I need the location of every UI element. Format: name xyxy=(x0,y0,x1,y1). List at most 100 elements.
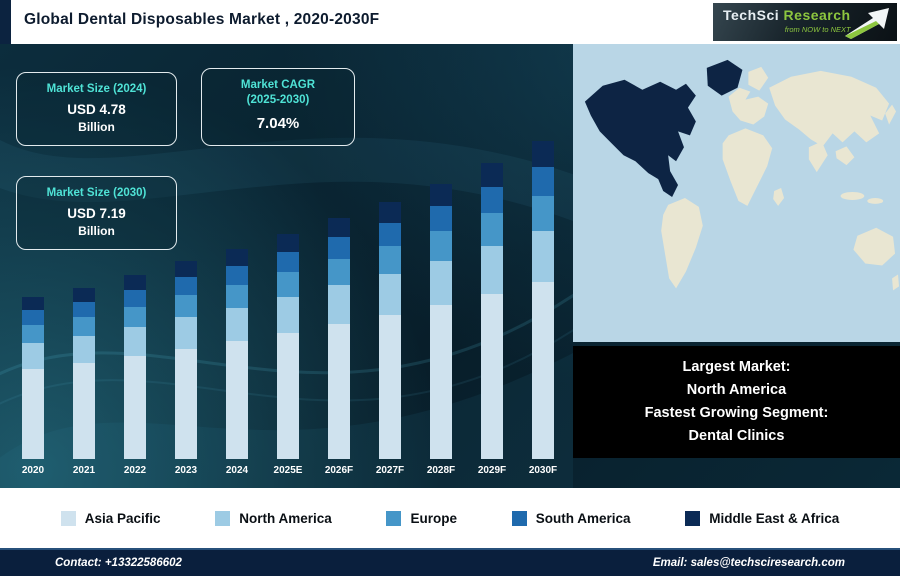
map-japan xyxy=(885,104,897,125)
bar-segment-south-america xyxy=(430,206,452,231)
x-axis-label: 2022 xyxy=(123,465,147,476)
bar-stack xyxy=(379,202,401,459)
bar-chart: 2020 2021 2022 2023 2024 2025E 2026F 2027F 2028F… xyxy=(12,141,564,476)
callout-line: North America xyxy=(686,382,787,399)
bar-segment-south-america xyxy=(481,187,503,213)
bar-segment-middle-east-africa xyxy=(226,249,248,266)
x-axis-label: 2027F xyxy=(375,465,405,476)
bar-segment-middle-east-africa xyxy=(532,141,554,167)
map-asia xyxy=(769,70,890,147)
map-australia xyxy=(853,227,896,266)
techsci-logo: TechSci Research from NOW to NEXT xyxy=(713,3,897,41)
callout-line: Fastest Growing Segment: xyxy=(644,405,829,421)
card-value: USD 4.78 xyxy=(67,101,126,117)
card-title: Market CAGR xyxy=(240,79,316,91)
arrow-icon xyxy=(845,8,889,39)
bar-segment-europe xyxy=(430,231,452,261)
legend-item: South America xyxy=(511,510,631,526)
map-north-america xyxy=(584,79,696,197)
map-madagascar xyxy=(773,188,785,206)
bar-segment-asia-pacific xyxy=(73,363,95,459)
card-subtitle: (2025-2030) xyxy=(246,93,310,106)
bar-stack xyxy=(277,234,299,459)
legend-item: Europe xyxy=(386,510,457,526)
logo-brand-primary: TechSci xyxy=(723,7,780,23)
bar-segment-north-america xyxy=(124,327,146,356)
bar-stack xyxy=(226,249,248,459)
bar-segment-europe xyxy=(277,272,299,297)
bar-segment-middle-east-africa xyxy=(430,184,452,206)
bar-segment-europe xyxy=(532,196,554,231)
x-axis-label: 2020 xyxy=(21,465,45,476)
x-axis-label: 2025E xyxy=(273,465,303,476)
bar-segment-europe xyxy=(73,317,95,336)
bar-segment-europe xyxy=(379,246,401,274)
logo-brand: TechSci Research xyxy=(723,8,851,22)
bar-segment-north-america xyxy=(175,317,197,349)
footer-email: Email: sales@techsciresearch.com xyxy=(652,557,845,569)
bar-segment-asia-pacific xyxy=(226,341,248,459)
legend-swatch xyxy=(215,510,231,526)
map-greenland xyxy=(706,59,743,96)
legend-label: North America xyxy=(239,510,332,526)
card-title: Market Size (2024) xyxy=(46,83,147,95)
bar-segment-south-america xyxy=(124,290,146,307)
card-value: 7.04% xyxy=(256,114,300,132)
bar-segment-europe xyxy=(481,213,503,246)
card-unit: Billion xyxy=(78,223,115,238)
bar-column-2028F: 2028F xyxy=(420,184,462,476)
bar-segment-south-america xyxy=(22,310,44,325)
callout-box: Largest Market: North America Fastest Gr… xyxy=(573,346,900,458)
legend-swatch xyxy=(511,510,527,526)
bar-segment-middle-east-africa xyxy=(124,275,146,290)
bar-stack xyxy=(532,141,554,459)
x-axis-label: 2029F xyxy=(477,465,507,476)
footer: Contact: +13322586602 Email: sales@techs… xyxy=(0,548,900,576)
map-new-zealand xyxy=(892,274,900,291)
x-axis-label: 2023 xyxy=(174,465,198,476)
map-scandinavia xyxy=(748,66,769,91)
bar-segment-asia-pacific xyxy=(379,315,401,459)
bar-segment-north-america xyxy=(379,274,401,315)
x-axis-label: 2026F xyxy=(324,465,354,476)
bar-segment-asia-pacific xyxy=(481,294,503,459)
card-market-cagr: Market CAGR (2025-2030) 7.04% xyxy=(201,68,355,146)
bar-column-2020: 2020 xyxy=(12,297,54,476)
main-area: Market Size (2024) USD 4.78 Billion Mark… xyxy=(0,44,900,488)
bar-stack xyxy=(22,297,44,459)
callout-line: Largest Market: xyxy=(682,359,791,376)
bar-segment-north-america xyxy=(73,336,95,363)
card-unit: Billion xyxy=(78,119,115,134)
map-south-america xyxy=(661,197,703,289)
header: Global Dental Disposables Market , 2020-… xyxy=(0,0,900,44)
bar-stack xyxy=(430,184,452,459)
card-market-size-2030: Market Size (2030) USD 7.19 Billion xyxy=(16,176,177,250)
bar-segment-asia-pacific xyxy=(532,282,554,459)
x-axis-label: 2028F xyxy=(426,465,456,476)
footer-contact: Contact: +13322586602 xyxy=(55,557,182,569)
map-africa xyxy=(722,128,773,206)
map-indonesia-2 xyxy=(867,197,884,204)
bar-segment-south-america xyxy=(175,277,197,295)
bar-stack xyxy=(328,218,350,459)
bar-segment-middle-east-africa xyxy=(481,163,503,187)
bar-segment-europe xyxy=(226,285,248,308)
bar-segment-south-america xyxy=(226,266,248,285)
bar-segment-north-america xyxy=(22,343,44,369)
logo-text: TechSci Research from NOW to NEXT xyxy=(723,8,851,34)
bar-stack xyxy=(481,163,503,459)
bar-segment-middle-east-africa xyxy=(379,202,401,223)
bar-segment-middle-east-africa xyxy=(73,288,95,302)
bar-column-2029F: 2029F xyxy=(471,163,513,476)
bar-segment-europe xyxy=(124,307,146,327)
world-map xyxy=(573,44,900,342)
legend-swatch xyxy=(60,510,76,526)
bar-column-2024: 2024 xyxy=(216,249,258,476)
bar-segment-asia-pacific xyxy=(175,349,197,459)
legend-swatch xyxy=(386,510,402,526)
bar-segment-middle-east-africa xyxy=(328,218,350,237)
bar-segment-middle-east-africa xyxy=(175,261,197,277)
x-axis-label: 2030F xyxy=(528,465,558,476)
bar-column-2026F: 2026F xyxy=(318,218,360,476)
